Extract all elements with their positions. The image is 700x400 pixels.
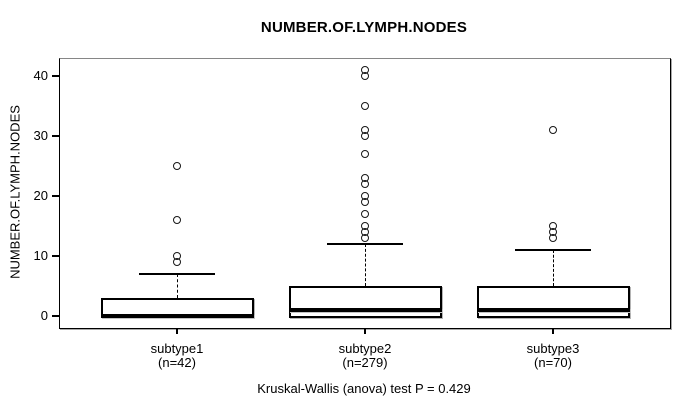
y-tick-label: 20 (33, 188, 48, 203)
y-tick-label: 40 (33, 68, 48, 83)
x-axis-tick (552, 328, 554, 334)
y-axis-tick (52, 135, 59, 137)
plot-area: 0 10 20 30 40 subtype1 (n=42) subtype2 (n=279) su… (34, 58, 671, 370)
y-axis-tick (52, 75, 59, 77)
outlier-point (361, 126, 369, 134)
x-label-subtype2: subtype2 (338, 341, 392, 356)
whisker-line (553, 250, 554, 286)
outlier-point (173, 252, 181, 260)
x-axis-tick (364, 328, 366, 334)
y-axis-tick (52, 315, 59, 317)
median-line-subtype1 (100, 314, 254, 318)
outlier-point (173, 162, 181, 170)
outlier-point (361, 222, 369, 230)
outlier-point (549, 126, 557, 134)
y-tick-label: 0 (40, 308, 48, 323)
box-subtype2 (288, 286, 442, 318)
outlier-point (361, 174, 369, 182)
outlier-point (173, 216, 181, 224)
median-line-subtype3 (476, 308, 630, 312)
whisker-cap (327, 243, 403, 245)
whisker-line (365, 244, 366, 286)
median-line-subtype2 (288, 308, 442, 312)
outlier-point (361, 150, 369, 158)
x-label-subtype1: subtype1 (150, 341, 204, 356)
outlier-point (361, 192, 369, 200)
y-tick-label: 30 (33, 128, 48, 143)
y-axis-tick (52, 255, 59, 257)
whisker-cap (515, 249, 591, 251)
x-label-n-subtype3: (n=70) (534, 355, 572, 370)
chart-title: NUMBER.OF.LYMPH.NODES (260, 19, 468, 36)
outlier-point (549, 222, 557, 230)
x-label-n-subtype2: (n=279) (342, 355, 388, 370)
y-tick-label: 10 (33, 248, 48, 263)
box-subtype3 (476, 286, 630, 318)
whisker-cap (139, 273, 215, 275)
x-label-subtype3: subtype3 (526, 341, 580, 356)
x-label-n-subtype1: (n=42) (158, 355, 196, 370)
x-axis-tick (176, 328, 178, 334)
outlier-point (361, 102, 369, 110)
stat-test-caption: Kruskal-Wallis (anova) test P = 0.429 (257, 381, 471, 396)
y-axis-tick (52, 195, 59, 197)
outlier-point (361, 210, 369, 218)
outlier-point (361, 66, 369, 74)
whisker-line (177, 274, 178, 298)
